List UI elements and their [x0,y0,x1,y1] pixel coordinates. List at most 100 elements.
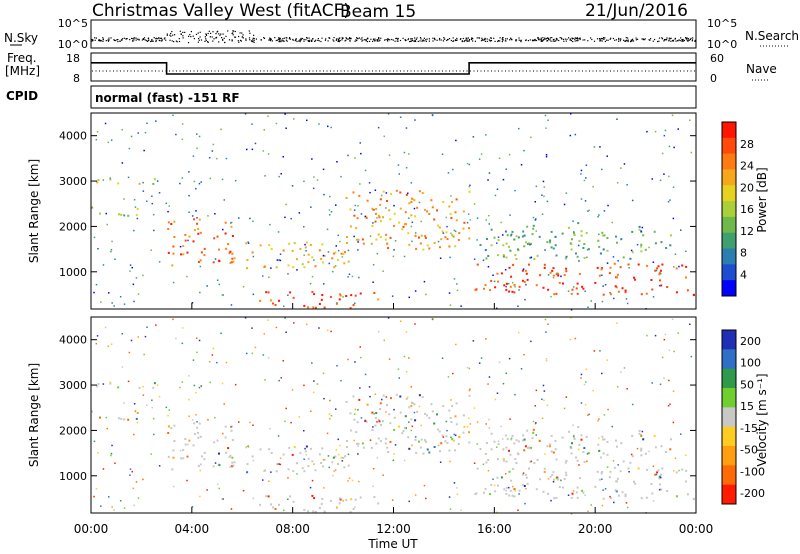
power-cell [393,212,396,215]
power-cell [590,300,592,302]
velocity-cell [455,423,458,426]
power-cell [196,133,198,135]
velocity-cell [578,464,580,466]
nsky-point [472,37,474,40]
velocity-cell [337,438,339,441]
velocity-cell [496,511,498,514]
power-cell [515,258,518,260]
velocity-cell [664,333,667,336]
power-cell [512,281,514,284]
power-cell [602,285,604,287]
power-cell [225,247,228,250]
nsky-point [143,37,146,39]
nsky-point [562,38,564,40]
velocity-cell [232,464,235,467]
velocity-cell [423,484,426,487]
power-cell [203,247,206,250]
power-cell [587,306,589,308]
power-cell [661,152,664,155]
velocity-cell [524,502,526,505]
y-tick-label: 3000 [59,379,87,392]
velocity-cell [230,429,233,432]
power-cell [652,261,655,263]
power-cell [411,240,413,243]
nsky-point [407,39,409,41]
nsky-point [241,36,243,38]
power-cell [556,272,558,274]
velocity-cell [224,436,227,439]
power-cell [374,189,377,191]
power-cell [663,173,665,175]
velocity-cell [515,439,518,442]
colorbar-swatch [722,407,736,428]
nsky-point [349,37,351,39]
velocity-cell [405,371,408,373]
date-label: 21/Jun/2016 [585,1,688,21]
nsky-point [108,39,110,41]
nsky-point [165,39,167,41]
nsky-point [685,37,687,39]
power-cell [493,236,496,239]
power-cell [448,292,451,294]
nsky-point [480,40,483,42]
power-cell [493,280,496,283]
colorbar-swatch [722,201,736,218]
velocity-cell [172,449,175,452]
nsky-point [145,39,147,42]
velocity-cell [195,414,197,416]
power-cell [146,200,148,202]
power-cell [433,218,436,221]
velocity-cell [403,355,406,358]
power-cell [182,253,185,256]
velocity-cell [611,425,613,428]
power-cell [543,195,545,197]
velocity-cell [468,389,471,392]
velocity-cell [587,510,589,512]
velocity-cell [598,449,601,452]
nsky-point [461,40,463,42]
power-cell [552,267,555,270]
colorbar-tick-label: 24 [740,160,754,173]
velocity-cell [247,446,250,448]
nsky-point [131,37,133,39]
velocity-cell [560,479,562,482]
velocity-cell [567,494,570,496]
power-cell [466,162,469,165]
power-cell [634,278,637,281]
power-cell [424,208,426,211]
nsky-point [135,37,137,39]
velocity-cell [128,351,131,354]
power-cell [337,259,339,261]
power-cell [446,225,448,228]
power-cell [517,305,519,307]
power-cell [551,269,554,272]
power-cell [114,258,116,260]
velocity-cell [445,420,448,423]
time-x-axis: 00:00 04:00 08:00 12:00 16:00 20:00 00:00 [74,303,713,536]
power-cell [584,200,587,202]
velocity-cell [535,434,537,436]
power-cell [680,229,682,231]
velocity-cell [454,434,457,437]
nsky-point [301,37,304,40]
nsky-point [370,38,372,40]
power-cell [387,113,390,115]
velocity-cell [216,483,219,485]
power-cell [267,115,269,117]
power-cell [603,210,606,212]
velocity-cell [515,462,518,464]
velocity-cell [673,350,675,353]
power-cell [678,265,680,268]
nsky-point [187,42,190,44]
power-cell [534,219,537,221]
nsky-point [654,38,656,41]
velocity-cell [288,446,291,449]
nsky-point [547,40,549,42]
power-cell [358,194,361,197]
x-axis-label: Time UT [367,537,418,551]
nsky-point [275,39,277,42]
velocity-cell [653,434,656,437]
nsky-strip-frame [90,19,697,49]
nsky-point [453,40,455,42]
nsky-point [443,38,445,40]
